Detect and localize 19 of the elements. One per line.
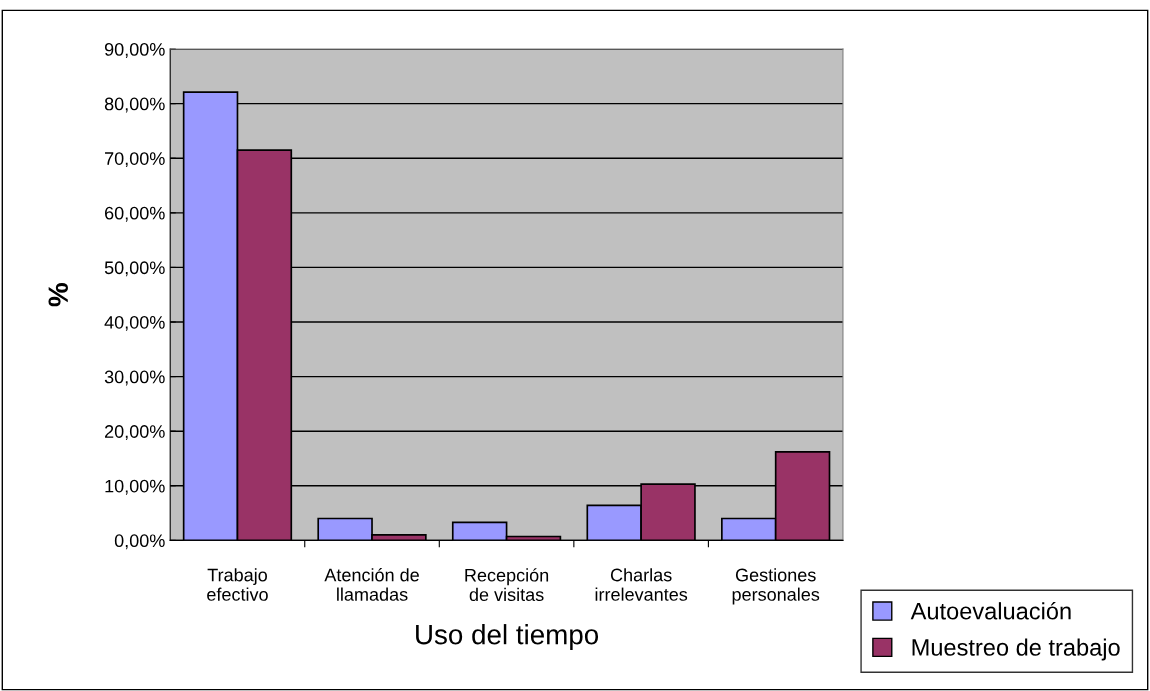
y-tick-label: 20,00%: [105, 425, 165, 441]
y-tick-label: 10,00%: [105, 479, 165, 495]
legend-label: Autoevaluación: [910, 601, 1071, 620]
y-tick-label: 40,00%: [104, 315, 165, 331]
legend-label: Muestreo de trabajo: [912, 638, 1120, 661]
x-tick-label: Recepción de visitas: [465, 568, 549, 602]
y-tick-label: 30,00%: [104, 370, 165, 386]
x-tick-label: Atención de llamadas: [324, 567, 419, 601]
y-tick-label: 80,00%: [104, 97, 165, 113]
x-tick-label: Charlas irrelevantes: [595, 568, 688, 601]
y-tick-label: 90,00%: [104, 43, 165, 58]
x-tick-label: Trabajo efectivo: [207, 568, 268, 601]
y-tick-label: 0,00%: [114, 534, 165, 550]
y-axis-title: %: [48, 283, 68, 307]
y-tick-label: 50,00%: [104, 261, 165, 277]
x-axis-title: Uso del tiempo: [416, 624, 599, 650]
x-tick-label: Gestiones personales: [732, 568, 820, 605]
y-tick-label: 70,00%: [105, 152, 165, 168]
y-tick-label: 60,00%: [105, 206, 165, 222]
